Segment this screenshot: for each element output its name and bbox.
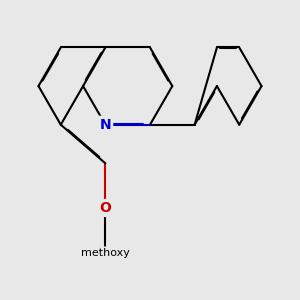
Text: N: N xyxy=(100,118,111,132)
Text: methoxy: methoxy xyxy=(81,248,130,258)
Text: O: O xyxy=(99,201,111,215)
